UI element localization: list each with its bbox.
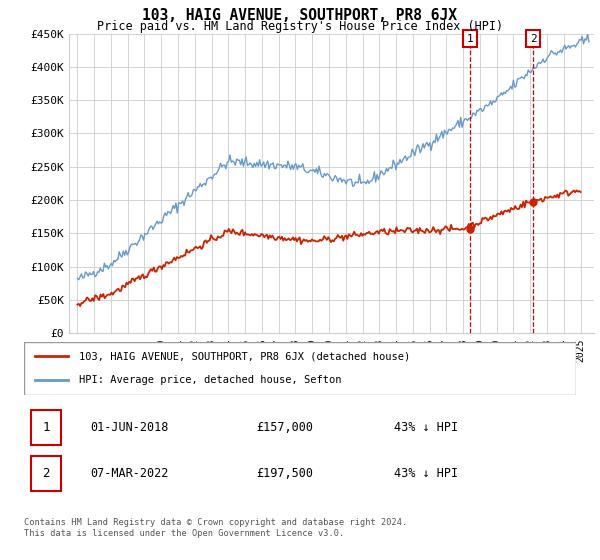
Text: 103, HAIG AVENUE, SOUTHPORT, PR8 6JX (detached house): 103, HAIG AVENUE, SOUTHPORT, PR8 6JX (de… <box>79 352 410 362</box>
Text: This data is licensed under the Open Government Licence v3.0.: This data is licensed under the Open Gov… <box>24 529 344 538</box>
Text: HPI: Average price, detached house, Sefton: HPI: Average price, detached house, Seft… <box>79 375 342 385</box>
Text: 1: 1 <box>42 421 50 434</box>
Text: 07-MAR-2022: 07-MAR-2022 <box>90 467 169 480</box>
Text: 43% ↓ HPI: 43% ↓ HPI <box>394 421 458 434</box>
Text: £197,500: £197,500 <box>256 467 313 480</box>
Text: 2: 2 <box>42 467 50 480</box>
Text: £157,000: £157,000 <box>256 421 313 434</box>
Text: 1: 1 <box>467 34 473 44</box>
Text: 103, HAIG AVENUE, SOUTHPORT, PR8 6JX: 103, HAIG AVENUE, SOUTHPORT, PR8 6JX <box>143 8 458 24</box>
Text: Contains HM Land Registry data © Crown copyright and database right 2024.: Contains HM Land Registry data © Crown c… <box>24 518 407 527</box>
Text: 01-JUN-2018: 01-JUN-2018 <box>90 421 169 434</box>
Text: 43% ↓ HPI: 43% ↓ HPI <box>394 467 458 480</box>
Bar <box>31 410 61 445</box>
Bar <box>31 456 61 491</box>
Text: 2: 2 <box>530 34 536 44</box>
Text: Price paid vs. HM Land Registry's House Price Index (HPI): Price paid vs. HM Land Registry's House … <box>97 20 503 32</box>
